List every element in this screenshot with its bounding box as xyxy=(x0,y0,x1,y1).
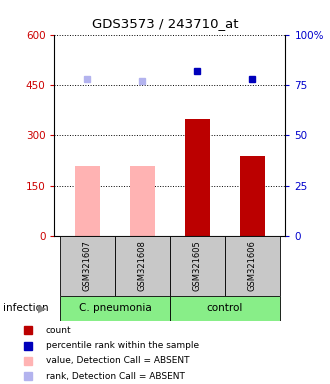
Bar xyxy=(130,166,155,236)
Bar xyxy=(75,166,100,236)
Text: GSM321605: GSM321605 xyxy=(193,240,202,291)
Text: count: count xyxy=(46,326,71,335)
Bar xyxy=(185,119,210,236)
Bar xyxy=(240,156,265,236)
Text: ▶: ▶ xyxy=(38,303,47,313)
Text: GSM321608: GSM321608 xyxy=(138,240,147,291)
Text: C. pneumonia: C. pneumonia xyxy=(79,303,151,313)
Bar xyxy=(170,236,225,296)
Text: GDS3573 / 243710_at: GDS3573 / 243710_at xyxy=(92,17,238,30)
Bar xyxy=(170,296,280,321)
Bar xyxy=(60,296,170,321)
Text: percentile rank within the sample: percentile rank within the sample xyxy=(46,341,199,350)
Bar xyxy=(60,236,115,296)
Bar xyxy=(115,236,170,296)
Text: GSM321606: GSM321606 xyxy=(248,240,257,291)
Text: control: control xyxy=(207,303,243,313)
Text: value, Detection Call = ABSENT: value, Detection Call = ABSENT xyxy=(46,356,189,366)
Text: GSM321607: GSM321607 xyxy=(83,240,92,291)
Text: rank, Detection Call = ABSENT: rank, Detection Call = ABSENT xyxy=(46,372,185,381)
Bar xyxy=(225,236,280,296)
Text: infection: infection xyxy=(3,303,49,313)
